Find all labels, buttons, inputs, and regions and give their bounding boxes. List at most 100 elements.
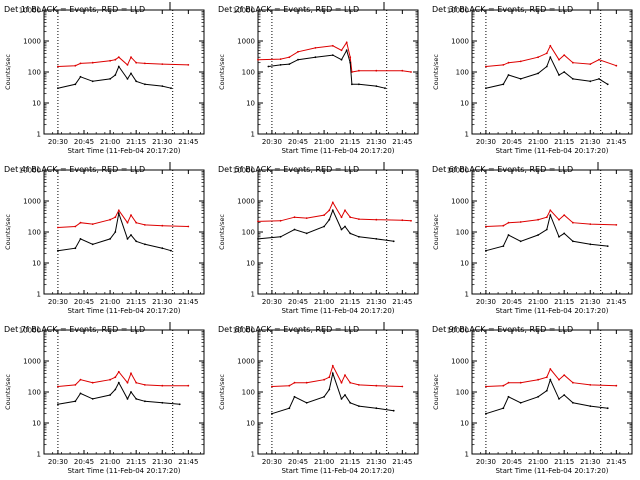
x-tick-label: 21:00	[528, 298, 548, 306]
data-point-red	[91, 381, 94, 384]
x-axis-label: Start Time (11-Feb-04 20:17:20)	[495, 467, 608, 475]
y-tick-label: 10	[460, 100, 469, 108]
data-point-black	[267, 65, 270, 68]
data-point-red	[161, 63, 164, 65]
data-point-red	[288, 56, 291, 59]
data-point-red	[519, 221, 522, 223]
data-point-red	[74, 225, 77, 228]
data-point-red	[314, 47, 317, 49]
data-point-red	[507, 61, 510, 64]
data-point-red	[328, 209, 331, 212]
data-point-red	[271, 385, 273, 388]
data-point-black	[349, 232, 352, 235]
data-point-red	[117, 209, 120, 212]
data-point-black	[117, 381, 120, 384]
y-axis-label: Counts/sec	[218, 214, 226, 250]
data-point-black	[358, 235, 360, 238]
data-point-red	[57, 226, 59, 229]
y-tick-label: 1	[251, 451, 255, 459]
y-axis-label: Counts/sec	[4, 374, 12, 410]
data-point-red	[358, 218, 360, 221]
x-tick-label: 21:15	[126, 458, 146, 466]
data-point-black	[563, 394, 566, 396]
data-point-black	[114, 388, 117, 391]
panel-det-2: Det 2f BLACK = Events, RED = LLD11010010…	[218, 2, 419, 155]
data-point-black	[293, 395, 296, 398]
data-point-black	[507, 234, 510, 236]
y-tick-label: 10000	[447, 7, 469, 15]
data-point-black	[161, 247, 164, 250]
x-tick-label: 21:30	[366, 458, 386, 466]
x-tick-label: 21:45	[606, 458, 626, 466]
x-tick-label: 20:30	[48, 138, 68, 146]
x-tick-label: 21:30	[366, 298, 386, 306]
data-point-black	[375, 407, 378, 410]
x-tick-label: 21:15	[126, 298, 146, 306]
data-point-red	[79, 378, 82, 381]
y-tick-label: 1	[251, 291, 255, 299]
data-point-black	[74, 247, 77, 250]
data-point-red	[109, 218, 111, 221]
data-point-red	[375, 69, 378, 72]
data-point-red	[589, 384, 592, 386]
y-tick-label: 100	[28, 69, 41, 77]
data-point-red	[549, 209, 552, 212]
data-point-black	[545, 65, 548, 68]
data-point-red	[257, 220, 259, 223]
data-point-black	[589, 405, 592, 407]
data-point-black	[57, 403, 59, 406]
data-point-red	[615, 224, 618, 226]
x-tick-label: 21:15	[554, 458, 574, 466]
data-point-black	[79, 392, 82, 395]
data-point-black	[117, 212, 120, 215]
data-point-red	[563, 214, 566, 217]
y-tick-label: 10	[32, 260, 41, 268]
data-point-black	[545, 389, 548, 392]
data-point-red	[57, 385, 59, 388]
y-tick-label: 10	[32, 420, 41, 428]
data-point-red	[293, 381, 296, 384]
data-point-black	[502, 407, 505, 410]
data-point-black	[558, 398, 560, 400]
data-point-red	[74, 384, 77, 386]
data-point-black	[109, 238, 111, 240]
x-axis-label: Start Time (11-Feb-04 20:17:20)	[495, 307, 608, 315]
data-point-black	[91, 398, 94, 400]
data-point-red	[114, 58, 117, 61]
x-axis-label: Start Time (11-Feb-04 20:17:20)	[67, 467, 180, 475]
data-point-red	[187, 64, 190, 66]
data-point-red	[331, 364, 334, 367]
x-tick-label: 21:45	[392, 458, 412, 466]
data-point-black	[340, 58, 343, 61]
data-point-red	[305, 381, 308, 384]
data-point-red	[545, 52, 548, 55]
data-point-black	[57, 87, 59, 90]
x-tick-label: 20:45	[288, 138, 308, 146]
data-point-black	[135, 80, 138, 83]
data-point-red	[279, 219, 282, 222]
x-tick-label: 20:45	[74, 298, 94, 306]
data-point-red	[563, 374, 566, 376]
x-tick-label: 21:45	[178, 138, 198, 146]
data-point-black	[288, 407, 291, 410]
data-point-red	[126, 221, 129, 224]
data-point-red	[519, 60, 522, 63]
data-point-black	[572, 240, 574, 243]
data-point-red	[340, 381, 343, 384]
data-point-red	[109, 378, 111, 381]
x-tick-label: 20:30	[48, 458, 68, 466]
x-tick-label: 20:45	[502, 138, 522, 146]
x-tick-label: 20:45	[74, 458, 94, 466]
data-point-red	[401, 385, 404, 388]
data-point-black	[537, 234, 539, 236]
data-point-red	[375, 218, 378, 221]
data-point-black	[288, 63, 291, 65]
data-point-black	[109, 394, 111, 396]
data-point-red	[572, 61, 574, 64]
series-line-red	[485, 209, 617, 227]
data-point-red	[537, 56, 539, 59]
data-point-black	[598, 78, 600, 80]
y-tick-label: 100	[242, 229, 255, 237]
y-tick-label: 10000	[447, 167, 469, 175]
